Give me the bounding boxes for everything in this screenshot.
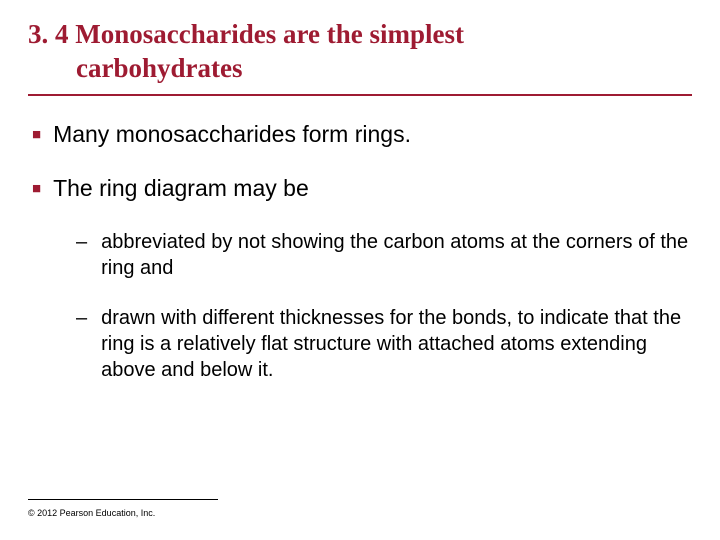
bullet-item: ■ Many monosaccharides form rings. — [32, 120, 692, 149]
bullet-text: Many monosaccharides form rings. — [53, 120, 411, 149]
sub-bullet-item: – abbreviated by not showing the carbon … — [76, 229, 692, 281]
bullet-item: ■ The ring diagram may be — [32, 174, 692, 203]
bullet-text: The ring diagram may be — [53, 174, 309, 203]
title-line-2: carbohydrates — [28, 52, 692, 86]
slide-title: 3. 4 Monosaccharides are the simplest ca… — [28, 18, 692, 86]
footer-divider — [28, 499, 218, 500]
title-line-1: 3. 4 Monosaccharides are the simplest — [28, 18, 692, 52]
bullet-text: drawn with different thicknesses for the… — [101, 305, 692, 383]
slide-container: 3. 4 Monosaccharides are the simplest ca… — [0, 0, 720, 540]
square-bullet-icon: ■ — [32, 126, 41, 145]
copyright-text: © 2012 Pearson Education, Inc. — [28, 508, 155, 518]
bullet-text: abbreviated by not showing the carbon at… — [101, 229, 692, 281]
square-bullet-icon: ■ — [32, 180, 41, 199]
dash-bullet-icon: – — [76, 229, 87, 255]
sub-bullet-item: – drawn with different thicknesses for t… — [76, 305, 692, 383]
content-area: ■ Many monosaccharides form rings. ■ The… — [28, 96, 692, 384]
dash-bullet-icon: – — [76, 305, 87, 331]
